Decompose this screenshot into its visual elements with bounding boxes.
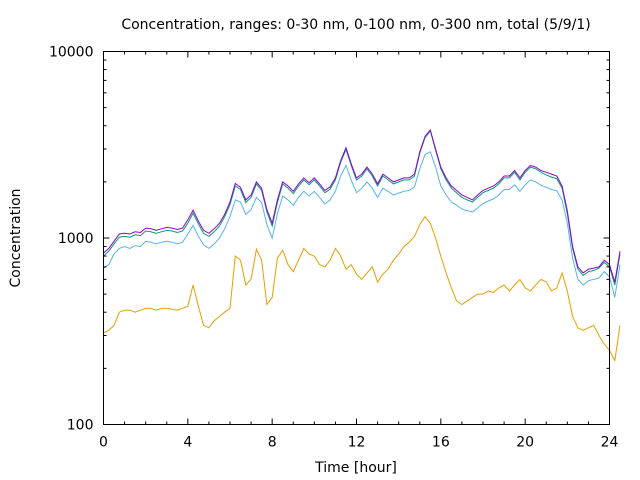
x-axis: 0 4 8 12 16 20 24 — [99, 51, 619, 451]
x-tick-label: 12 — [348, 435, 366, 451]
series-line-total — [103, 128, 621, 283]
x-tick-label: 8 — [268, 435, 277, 451]
chart-title: Concentration, ranges: 0-30 nm, 0-100 nm… — [121, 17, 590, 33]
x-tick-label: 16 — [432, 435, 450, 451]
y-axis: 100 1000 10000 — [49, 45, 610, 434]
x-axis-label: Time [hour] — [314, 460, 397, 476]
y-tick-label: 10000 — [49, 45, 94, 61]
series-layer — [103, 128, 621, 363]
y-axis-label: Concentration — [8, 188, 24, 287]
y-tick-label: 100 — [67, 418, 94, 434]
x-tick-label: 0 — [99, 435, 108, 451]
series-line-0-100-nm — [103, 151, 621, 298]
x-tick-label: 4 — [183, 435, 192, 451]
series-line-0-30-nm — [103, 215, 621, 363]
x-tick-label: 24 — [601, 435, 619, 451]
series-line-0-300-nm — [103, 129, 621, 286]
y-tick-label: 1000 — [58, 231, 94, 247]
x-tick-label: 20 — [516, 435, 534, 451]
plot-frame — [103, 51, 610, 425]
